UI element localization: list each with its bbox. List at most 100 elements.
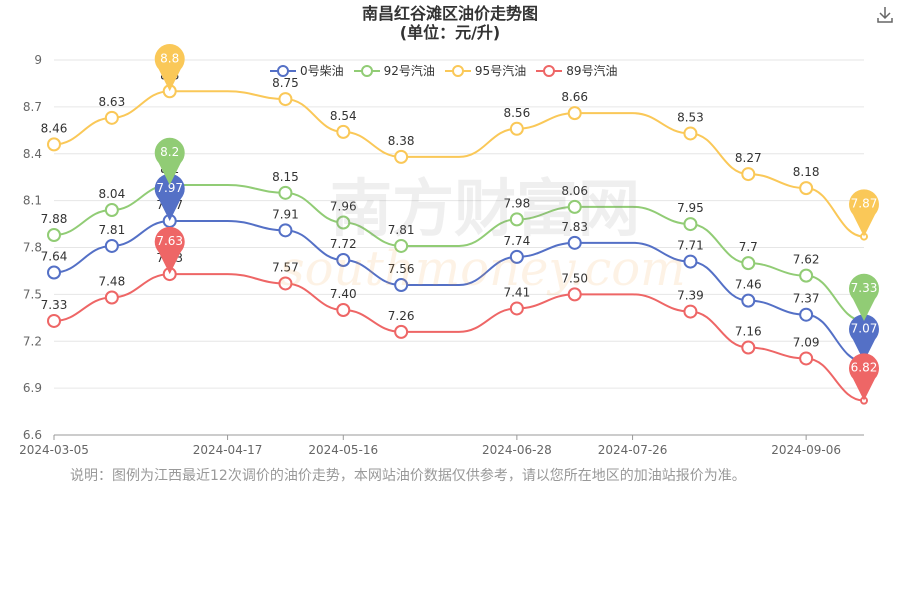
legend-swatch xyxy=(270,64,296,77)
data-label: 8.56 xyxy=(503,106,530,120)
min-marker: 6.82 xyxy=(849,353,880,401)
data-point xyxy=(509,212,524,227)
data-label: 7.48 xyxy=(98,275,125,289)
y-tick-label: 9 xyxy=(34,53,42,67)
data-point xyxy=(278,185,293,200)
data-point xyxy=(104,110,119,125)
data-label: 8.38 xyxy=(388,134,415,148)
data-point xyxy=(336,303,351,317)
min-marker-label: 7.87 xyxy=(851,197,878,211)
data-label: 8.18 xyxy=(793,165,820,179)
max-marker-label: 7.63 xyxy=(156,234,183,248)
chart-title-line2: (单位：元/升) xyxy=(399,23,501,42)
data-label: 8.63 xyxy=(98,95,125,109)
data-point xyxy=(683,217,698,232)
data-label: 7.81 xyxy=(388,223,415,237)
data-label: 8.75 xyxy=(272,76,299,90)
data-label: 7.26 xyxy=(388,309,415,323)
data-label: 7.33 xyxy=(41,298,68,312)
data-point xyxy=(336,124,351,139)
data-label: 7.09 xyxy=(793,335,820,349)
data-label: 7.83 xyxy=(561,220,588,234)
data-label: 7.72 xyxy=(330,237,357,251)
data-point xyxy=(47,265,61,280)
data-point xyxy=(394,238,409,253)
data-label: 8.06 xyxy=(561,184,588,198)
y-tick-label: 6.9 xyxy=(23,381,42,395)
data-label: 7.37 xyxy=(793,292,820,306)
data-point xyxy=(567,235,582,250)
data-point xyxy=(278,223,293,238)
data-label: 7.50 xyxy=(561,271,588,285)
data-label: 7.91 xyxy=(272,207,299,221)
data-point xyxy=(567,199,582,214)
legend-swatch xyxy=(444,64,471,77)
data-label: 7.57 xyxy=(272,260,299,274)
max-marker-shape xyxy=(154,44,185,92)
data-point xyxy=(567,106,582,121)
data-label: 7.46 xyxy=(735,278,762,292)
data-point xyxy=(683,304,698,319)
data-label: 7.16 xyxy=(735,325,762,339)
data-label: 7.98 xyxy=(503,196,530,210)
data-point xyxy=(799,307,814,322)
data-label: 7.96 xyxy=(330,200,357,214)
data-point xyxy=(336,215,351,230)
data-point xyxy=(278,92,293,107)
max-marker-shape xyxy=(154,226,185,275)
max-marker-shape xyxy=(154,137,185,185)
data-label: 7.41 xyxy=(503,285,530,299)
data-point xyxy=(741,256,756,271)
download-icon[interactable] xyxy=(874,4,896,26)
data-point xyxy=(799,351,814,366)
data-point xyxy=(394,278,409,292)
data-point xyxy=(278,276,293,291)
legend-label: 92号汽油 xyxy=(383,64,435,78)
data-label: 7.7 xyxy=(739,240,758,254)
y-tick-label: 7.8 xyxy=(23,241,42,255)
data-label: 7.64 xyxy=(41,250,68,264)
min-marker: 7.87 xyxy=(849,189,880,237)
data-point xyxy=(47,313,61,328)
data-label: 8.27 xyxy=(735,151,762,165)
data-label: 8.66 xyxy=(561,90,588,104)
data-point xyxy=(741,340,756,355)
legend-item[interactable]: 92号汽油 xyxy=(353,62,435,79)
data-point xyxy=(683,254,698,269)
data-point xyxy=(47,228,61,242)
data-label: 7.74 xyxy=(503,234,530,248)
legend-item[interactable]: 0号柴油 xyxy=(270,62,344,79)
y-tick-label: 8.7 xyxy=(23,100,42,114)
data-point xyxy=(741,167,756,182)
data-label: 8.54 xyxy=(330,109,357,123)
data-label: 8.46 xyxy=(41,121,68,135)
data-point xyxy=(336,253,351,267)
legend-swatch xyxy=(353,64,380,77)
legend-swatch xyxy=(536,64,563,77)
y-tick-label: 6.6 xyxy=(23,428,42,442)
x-tick-label: 2024-05-16 xyxy=(308,443,378,457)
legend-item[interactable]: 89号汽油 xyxy=(536,62,617,79)
y-tick-label: 7.2 xyxy=(23,334,42,348)
data-point xyxy=(104,290,119,305)
legend-label: 95号汽油 xyxy=(474,64,527,78)
min-marker-shape xyxy=(849,189,880,237)
y-tick-label: 8.1 xyxy=(23,194,42,208)
data-point xyxy=(741,293,756,308)
data-point xyxy=(509,121,524,136)
data-label: 7.81 xyxy=(98,223,125,237)
series-line xyxy=(53,184,865,322)
series-line xyxy=(53,219,865,363)
data-label: 8.15 xyxy=(272,170,299,184)
chart-note: 说明：图例为江西最近12次调价的油价走势，本网站油价数据仅供参考，请以您所在地区… xyxy=(70,468,746,484)
data-label: 7.40 xyxy=(330,287,357,301)
data-point xyxy=(799,181,814,196)
min-marker-label: 6.82 xyxy=(851,361,878,375)
y-tick-label: 8.4 xyxy=(23,147,42,161)
min-marker-label: 7.33 xyxy=(851,281,878,295)
legend-item[interactable]: 95号汽油 xyxy=(444,62,527,79)
data-label: 7.39 xyxy=(677,289,704,303)
min-marker-shape xyxy=(849,273,880,321)
data-point xyxy=(394,324,409,339)
